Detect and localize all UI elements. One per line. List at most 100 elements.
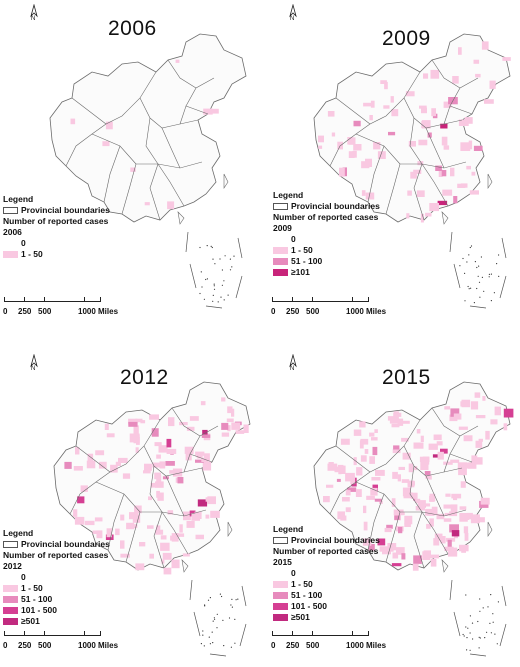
island-dot	[205, 278, 207, 281]
county-case-patch	[331, 132, 336, 137]
provincial-boundary	[149, 163, 161, 221]
county-case-patch	[393, 411, 399, 419]
county-case-patch	[401, 479, 410, 483]
scale-tick	[312, 631, 313, 636]
island-outline	[227, 521, 233, 537]
county-case-patch	[437, 200, 448, 206]
legend-class-label: 1 - 50	[291, 245, 313, 255]
nine-dash-line	[449, 579, 507, 657]
provincial-boundary	[75, 419, 161, 473]
island-outline	[441, 211, 449, 225]
island-dot	[214, 263, 216, 265]
island-dot	[212, 300, 214, 302]
county-case-patch	[149, 414, 159, 420]
scale-tick-label: 500	[306, 307, 320, 316]
county-case-patch	[156, 454, 161, 459]
county-case-patch	[104, 423, 109, 430]
island-outline	[487, 521, 493, 537]
county-case-patch	[423, 73, 429, 79]
county-case-patch	[451, 493, 462, 499]
county-case-patch	[203, 108, 213, 115]
county-case-patch	[384, 81, 388, 90]
county-case-patch	[201, 434, 211, 438]
county-case-patch	[448, 553, 458, 557]
provincial-boundary	[425, 127, 445, 169]
county-case-patch	[359, 440, 364, 449]
county-case-patch	[353, 457, 357, 466]
legend-swatch	[273, 614, 288, 621]
legend-class: 0	[3, 572, 110, 583]
provincial-boundary	[413, 163, 425, 221]
legend-year-label: 2006	[3, 227, 22, 237]
map-legend: Legend Provincial boundaries Number of r…	[273, 524, 380, 623]
county-case-patch	[231, 408, 235, 417]
county-case-patch	[129, 433, 140, 443]
scale-tick	[272, 631, 273, 636]
county-case-patch	[430, 69, 440, 79]
island-dot	[214, 618, 216, 620]
island-dot	[219, 593, 221, 595]
island-dot	[223, 645, 225, 647]
country-outline	[53, 381, 251, 571]
county-case-patch	[386, 524, 393, 529]
county-case-patch	[243, 424, 249, 433]
county-case-patch	[156, 474, 162, 484]
scale-tick	[24, 631, 25, 636]
legend-class-label: ≥101	[291, 267, 310, 277]
island-dot	[472, 638, 474, 640]
county-case-patch	[373, 142, 381, 150]
island-dot	[466, 261, 468, 263]
county-case-patch	[371, 437, 378, 441]
county-case-patch	[461, 516, 470, 520]
county-case-patch	[196, 454, 203, 459]
county-case-patch	[139, 542, 146, 547]
map-panel-2012: N 2012 Legend Provincial boundaries Numb…	[0, 334, 262, 667]
legend-class: 51 - 100	[273, 590, 380, 601]
legend-swatch	[273, 269, 288, 276]
legend-boundary-label: Provincial boundaries	[291, 201, 380, 211]
county-case-patch	[461, 399, 471, 408]
county-case-patch	[195, 459, 204, 463]
county-case-patch	[126, 522, 135, 530]
island-outline	[181, 559, 189, 573]
county-case-patch	[377, 538, 386, 546]
county-case-patch	[445, 493, 451, 497]
county-case-patch	[86, 460, 96, 469]
scale-tick-label: 0	[3, 641, 8, 650]
county-case-patch	[431, 108, 436, 117]
county-case-patch	[464, 117, 473, 124]
county-case-patch	[369, 432, 375, 437]
scale-bar-line	[272, 631, 368, 636]
island-dot	[233, 255, 235, 257]
county-case-patch	[450, 408, 460, 417]
legend-class-label: 51 - 100	[291, 590, 323, 600]
scale-tick	[368, 631, 369, 636]
island-dot	[477, 620, 479, 623]
island-dot	[237, 598, 239, 600]
north-label: N	[31, 366, 36, 372]
county-case-patch	[106, 433, 115, 438]
island-dot	[211, 631, 213, 633]
county-case-patch	[353, 120, 361, 127]
island-dot	[484, 637, 486, 639]
county-case-patch	[481, 41, 489, 50]
legend-class-label: 101 - 500	[21, 605, 57, 615]
provincial-boundary	[335, 71, 421, 125]
county-case-patch	[98, 461, 107, 469]
north-arrow-icon: N	[286, 3, 300, 26]
map-year-title: 2015	[382, 366, 431, 389]
provincial-boundary	[400, 163, 449, 207]
county-case-patch	[370, 100, 375, 108]
island-dot	[210, 245, 212, 247]
county-case-patch	[226, 418, 234, 423]
county-case-patch	[144, 463, 152, 471]
county-case-patch	[374, 498, 382, 502]
map-panel-2015: N 2015 Legend Provincial boundaries Numb…	[262, 334, 520, 667]
scale-bar: 0 250 500 1000 Miles	[271, 631, 386, 655]
island-dot	[477, 275, 479, 277]
county-case-patch	[128, 421, 138, 427]
boundary-swatch	[273, 537, 288, 544]
scale-tick-label: 1000 Miles	[78, 641, 119, 650]
legend-class-label: ≥501	[291, 612, 310, 622]
legend-class: 101 - 500	[273, 601, 380, 612]
